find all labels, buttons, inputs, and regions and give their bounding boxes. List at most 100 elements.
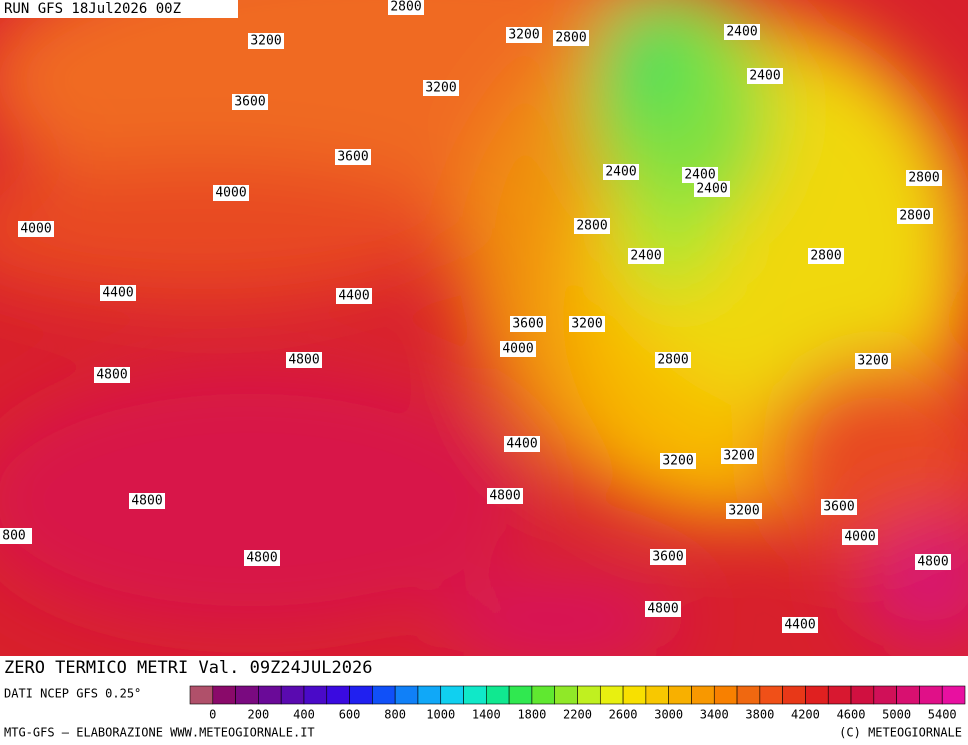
contour-label: 2400 [605, 165, 636, 180]
contour-label: 2800 [908, 171, 939, 186]
contour-label-box [569, 316, 605, 332]
colorbar-swatch [645, 685, 669, 705]
colorbar-swatch [827, 685, 852, 705]
colorbar-swatch [713, 685, 738, 705]
contour-label-box [682, 167, 718, 183]
contour-label-box [423, 80, 459, 96]
contour-label: 4800 [131, 494, 162, 509]
contour-label-box [100, 285, 136, 301]
contour-label: 800 [2, 529, 25, 544]
contour-label-box [915, 554, 951, 570]
contour-label-box [782, 617, 818, 633]
contour-label: 3600 [823, 500, 854, 515]
contour-label: 3200 [857, 354, 888, 369]
colorbar-swatch [212, 685, 236, 705]
colorbar-swatch [326, 685, 350, 705]
colorbar-swatch [873, 685, 897, 705]
contour-label: 3200 [508, 28, 539, 43]
colorbar-label: 2600 [609, 708, 638, 722]
colorbar-swatch [691, 685, 715, 705]
contour-label-box [232, 94, 268, 110]
contour-label-box [335, 149, 371, 165]
colorbar-swatch [919, 685, 943, 705]
contour-label-box [808, 248, 844, 264]
contour-label: 4000 [215, 186, 246, 201]
colorbar-label: 1400 [472, 708, 501, 722]
colorbar-swatch [759, 685, 783, 705]
contour-label: 3200 [571, 317, 602, 332]
contour-label-box [855, 353, 891, 369]
contour-label-box [906, 170, 942, 186]
contour-label: 4400 [338, 289, 369, 304]
contour-label: 3200 [728, 504, 759, 519]
colorbar-swatch [850, 685, 875, 705]
contour-label: 4800 [96, 368, 127, 383]
colorbar-label: 800 [384, 708, 406, 722]
contour-label-box [603, 164, 639, 180]
contour-label: 3200 [425, 81, 456, 96]
colorbar-swatch [280, 685, 305, 705]
colorbar-label: 400 [293, 708, 315, 722]
colorbar-label: 200 [248, 708, 270, 722]
contour-label-box [500, 341, 536, 357]
contour-label-box [94, 367, 130, 383]
colorbar-swatch [486, 685, 510, 705]
contour-label-box [213, 185, 249, 201]
colorbar-label: 2200 [563, 708, 592, 722]
contour-label-box [747, 68, 783, 84]
colorbar-swatch [508, 685, 533, 705]
contour-label-box [842, 529, 878, 545]
contour-label: 4000 [844, 530, 875, 545]
colorbar-swatch [372, 685, 396, 705]
contour-label-box [553, 30, 589, 46]
contour-label-box [650, 549, 686, 565]
contour-label-box [721, 448, 757, 464]
credit-right: (C) METEOGIORNALE [839, 726, 962, 740]
colorbar-swatch [258, 685, 282, 705]
colorbar-label: 1800 [517, 708, 546, 722]
colorbar-swatch [554, 685, 578, 705]
contour-label: 3600 [512, 317, 543, 332]
colorbar-swatch [303, 685, 328, 705]
contour-label: 4800 [288, 353, 319, 368]
colorbar-label: 4600 [837, 708, 866, 722]
contour-label-box [286, 352, 322, 368]
colorbar-label: 4200 [791, 708, 820, 722]
contour-label-box [726, 503, 762, 519]
contour-label: 2800 [657, 353, 688, 368]
colorbar-swatch [394, 685, 419, 705]
map-field [0, 0, 968, 656]
contour-label: 3600 [337, 150, 368, 165]
contour-label-box [388, 0, 424, 15]
contour-label-box [510, 316, 546, 332]
contour-label: 2400 [630, 249, 661, 264]
contour-label-box [504, 436, 540, 452]
contour-label: 3600 [234, 95, 265, 110]
contour-label-box [248, 33, 284, 49]
contour-label: 4000 [502, 342, 533, 357]
colorbar-label: 0 [209, 708, 216, 722]
colorbar-swatch [622, 685, 647, 705]
contour-label: 4000 [20, 222, 51, 237]
colorbar-swatch [235, 685, 259, 705]
colorbar-label: 1000 [426, 708, 455, 722]
colorbar-label: 3800 [745, 708, 774, 722]
contour-label-box [574, 218, 610, 234]
contour-label: 3200 [250, 34, 281, 49]
contour-label-box [645, 601, 681, 617]
contour-label: 2800 [390, 0, 421, 15]
contour-label: 2800 [810, 249, 841, 264]
contour-label-box [724, 24, 760, 40]
contour-label: 4800 [647, 602, 678, 617]
contour-label-box [487, 488, 523, 504]
colorbar-swatch [440, 685, 464, 705]
colorbar-swatch [531, 685, 556, 705]
colorbar-swatch [417, 685, 442, 705]
colorbar-swatch [463, 685, 487, 705]
contour-label-box [129, 493, 165, 509]
colorbar-swatch [805, 685, 829, 705]
contour-label-box [694, 181, 730, 197]
contour-labels: 2800 3200 3200 2800 2400 2400 3600 3200 3600 2400… [0, 0, 951, 633]
colorbar-swatch [599, 685, 624, 705]
contour-label: 2400 [749, 69, 780, 84]
